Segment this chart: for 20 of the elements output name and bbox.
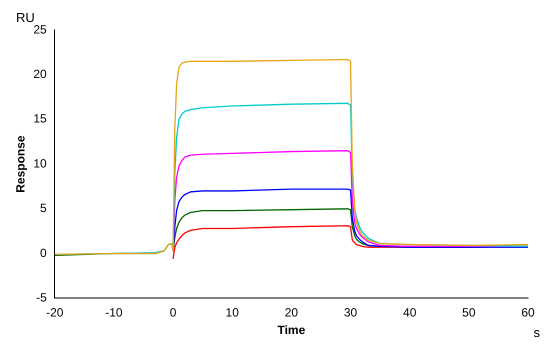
y-tick-label: 10 [33, 156, 48, 170]
x-tick-label: 0 [170, 306, 177, 320]
y-tick-label: 15 [33, 112, 48, 126]
y-tick-label: -5 [36, 290, 48, 305]
y-tick-label: 5 [40, 201, 48, 216]
y-axis-title: Response [14, 135, 28, 193]
x-axis-title: Time [277, 323, 306, 338]
x-tick-label: 30 [344, 306, 358, 320]
text: s [534, 325, 540, 340]
x-tick-label: -20 [46, 306, 64, 320]
x-tick-label: 60 [521, 306, 535, 320]
x-tick-label: 50 [462, 306, 476, 320]
x-tick-label: 20 [284, 306, 298, 320]
text: RU [16, 10, 35, 26]
x-tick-label: 10 [226, 306, 240, 320]
x-tick-label: -10 [105, 306, 123, 320]
y-tick-label: 25 [33, 22, 48, 36]
y-tick-label: 0 [40, 246, 48, 260]
y-tick-label: 20 [33, 67, 48, 82]
x-tick-label: 40 [403, 306, 417, 320]
